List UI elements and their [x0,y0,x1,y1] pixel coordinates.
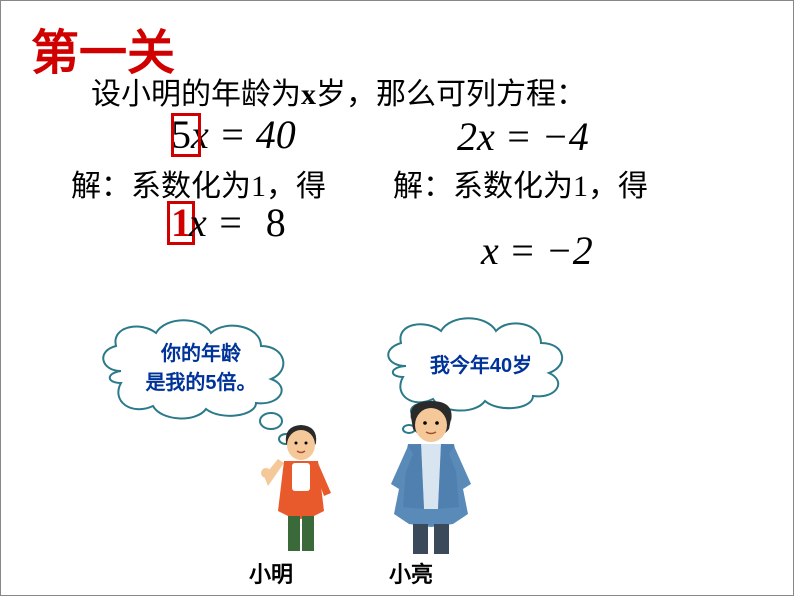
bubble1-line1: 你的年龄 [131,337,271,366]
intro-var: x [301,78,316,111]
equation-right: 2x = −4 [457,113,589,160]
ans1-val: 8 [266,200,286,245]
bubble2-text: 我今年40岁 [411,349,551,378]
answer-left: x = 8 [189,199,286,246]
intro-text: 设小明的年龄为x岁，那么可列方程： [91,69,586,113]
name-xiaoliang: 小亮 [389,557,433,589]
speech-bubble-xiaoming: 你的年龄 是我的5倍。 [81,311,311,411]
bubble1-line2: 是我的5倍。 [131,366,271,395]
intro-post: 岁，那么可列方程： [316,78,586,111]
person-xiaoliang-icon [373,399,493,554]
name-xiaoming: 小明 [249,557,293,589]
solve-label-right: 解：系数化为1，得 [393,161,648,205]
answer-right: x = −2 [481,227,593,274]
speech-bubble-xiaoliang: 我今年40岁 [361,311,581,401]
bubble1-text: 你的年龄 是我的5倍。 [131,337,271,395]
ans1-eq: x = [189,200,244,245]
coef-box-5 [171,113,201,157]
eq1-rest: x = 40 [191,112,296,157]
person-xiaoming-icon [256,421,346,551]
intro-pre: 设小明的年龄为 [91,78,301,111]
